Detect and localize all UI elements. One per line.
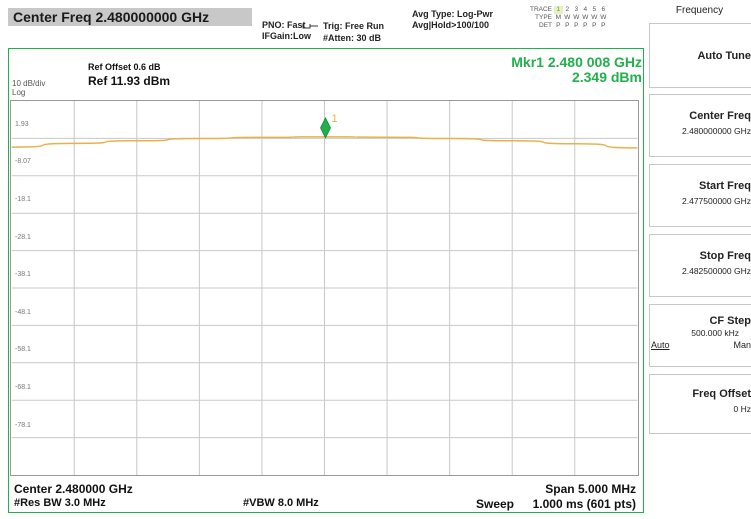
det-val: P <box>592 22 597 29</box>
start-freq-softkey[interactable]: Start Freq 2.477500000 GHz <box>649 164 751 227</box>
cf-step-value: 500.000 kHz <box>691 328 739 338</box>
y-tick-label: -68.1 <box>15 384 31 391</box>
y-tick-label: -18.1 <box>15 196 31 203</box>
stop-freq-softkey[interactable]: Stop Freq 2.482500000 GHz <box>649 234 751 297</box>
start-freq-value: 2.477500000 GHz <box>682 196 751 206</box>
y-tick-label: -28.1 <box>15 233 31 241</box>
trace-layer <box>11 136 638 149</box>
trace-line <box>11 136 638 149</box>
grid <box>11 101 638 475</box>
stop-freq-value: 2.482500000 GHz <box>682 266 751 276</box>
det-val: P <box>601 22 606 29</box>
marker-layer[interactable]: 1 <box>320 113 338 139</box>
trace-num: 2 <box>565 6 570 13</box>
freq-offset-softkey[interactable]: Freq Offset 0 Hz <box>649 374 751 434</box>
y-tick-label: -8.07 <box>15 158 31 166</box>
avg-type-label: Avg Type: Log-Pwr <box>412 9 493 19</box>
ref-level-label: Ref 11.93 dBm <box>88 74 171 88</box>
trace-label: TRACE <box>529 6 552 13</box>
atten-label: #Atten: 30 dB <box>323 33 382 43</box>
analyzer-screen: Center Freq 2.480000000 GHz PNO: Fast IF… <box>8 0 649 519</box>
span-label: Span 5.000 MHz <box>545 482 636 496</box>
trace-num: 6 <box>601 6 606 13</box>
y-tick-label: 1.93 <box>15 120 29 128</box>
y-tick-label: -78.1 <box>15 421 31 429</box>
sweep-time-label: 1.000 ms (601 pts) <box>532 497 636 511</box>
type-val: W <box>600 14 607 21</box>
cf-step-title: CF Step <box>709 315 751 327</box>
marker-amplitude-readout: 2.349 dBm <box>571 69 642 85</box>
spectrum-plot: 1 <box>10 100 639 476</box>
det-val: P <box>556 22 561 29</box>
display-frame <box>8 48 644 513</box>
trace-num: 5 <box>592 6 597 13</box>
det-label: DET <box>539 22 552 29</box>
sweep-label: Sweep <box>475 497 514 511</box>
center-freq-header: Center Freq 2.480000000 GHz <box>8 8 252 26</box>
marker-1-diamond[interactable] <box>320 117 331 139</box>
type-val: M <box>555 14 562 21</box>
scale-type-label: Log <box>12 88 26 97</box>
type-val: W <box>573 14 580 21</box>
start-freq-title: Start Freq <box>699 180 751 192</box>
marker-1-label: 1 <box>331 113 337 125</box>
type-label: TYPE <box>535 14 552 21</box>
trace-num: 4 <box>583 6 588 13</box>
marker-frequency-readout: Mkr1 2.480 008 GHz <box>511 54 642 70</box>
auto-tune-softkey[interactable]: Auto Tune <box>649 23 751 88</box>
center-freq-footer: Center 2.480000 GHz <box>14 482 133 496</box>
vbw-label: #VBW 8.0 MHz <box>243 497 319 509</box>
pno-label: PNO: Fast <box>262 20 306 30</box>
trace-num: 3 <box>574 6 579 13</box>
menu-title: Frequency <box>675 5 724 16</box>
type-val: W <box>582 14 589 21</box>
avg-hold-label: Avg|Hold>100/100 <box>412 20 489 30</box>
center-freq-softkey[interactable]: Center Freq 2.480000000 GHz <box>649 94 751 157</box>
cf-step-softkey[interactable]: CF Step 500.000 kHz Auto Man <box>649 304 751 367</box>
center-freq-value: 2.480000000 GHz <box>682 126 751 136</box>
y-tick-label: -48.1 <box>15 308 31 316</box>
cf-step-man[interactable]: Man <box>733 340 751 350</box>
type-val: W <box>591 14 598 21</box>
auto-tune-title: Auto Tune <box>697 50 751 62</box>
y-tick-label: -38.1 <box>15 271 31 279</box>
res-bw-label: #Res BW 3.0 MHz <box>14 497 106 509</box>
freq-offset-title: Freq Offset <box>692 388 751 400</box>
sweep-mode-icon <box>302 24 318 29</box>
trace-num: 1 <box>553 6 563 14</box>
det-val: P <box>565 22 570 29</box>
type-val: W <box>564 14 571 21</box>
cf-step-auto[interactable]: Auto <box>651 340 670 350</box>
center-freq-title: Center Freq <box>689 110 751 122</box>
det-val: P <box>574 22 579 29</box>
det-val: P <box>583 22 588 29</box>
trig-label: Trig: Free Run <box>323 21 385 31</box>
scale-label: 10 dB/div <box>12 79 46 88</box>
ifgain-label: IFGain:Low <box>262 31 311 41</box>
y-tick-label: -58.1 <box>15 346 31 354</box>
freq-offset-value: 0 Hz <box>733 404 751 414</box>
ref-offset-label: Ref Offset 0.6 dB <box>88 62 161 72</box>
stop-freq-title: Stop Freq <box>699 250 751 262</box>
